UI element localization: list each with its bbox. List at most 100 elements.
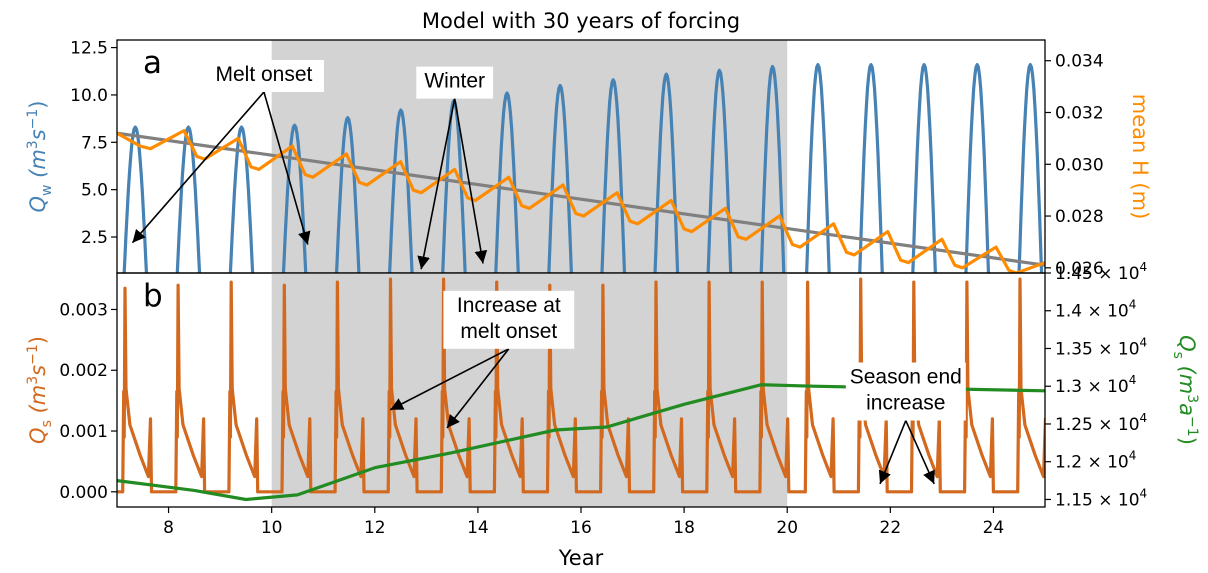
- y-left-tick-label: 0.003: [59, 300, 108, 320]
- y-right-tick-label: 1.4 × 104: [1055, 298, 1136, 322]
- tick-exponent: 4: [1140, 486, 1148, 500]
- annotation-arrow: [453, 98, 488, 264]
- y-left-tick-label: 12.5: [70, 39, 108, 59]
- y-right-tick-label: 0.028: [1055, 207, 1104, 227]
- label-part: −1: [25, 109, 41, 130]
- annotation-line: Melt onset: [215, 63, 312, 86]
- y-right-tick-label: 1.45 × 104: [1055, 260, 1147, 284]
- annotation-box: [203, 59, 324, 92]
- series-line-1: [117, 131, 1045, 267]
- y-right-axis-label-b: Qs (m3a−1): [1170, 335, 1200, 445]
- annotation-arrow: [389, 348, 510, 411]
- x-tick-label: 20: [776, 518, 798, 538]
- x-axis-label: Year: [558, 546, 604, 570]
- annotation-arrow: [905, 420, 935, 485]
- y-right-axis-label-a: mean H (m): [1128, 94, 1152, 220]
- annotation-text: Melt onset: [215, 63, 312, 86]
- label-part: Q: [1175, 335, 1199, 352]
- annotation-arrow: [878, 420, 907, 485]
- figure-layer: Model with 30 years of forcing 2.5 5.0 7.5 1…: [25, 9, 1200, 570]
- x-tick-label: 10: [261, 518, 283, 538]
- tick-mantissa: 1.15: [1055, 490, 1093, 510]
- annotation-arrow: [263, 91, 311, 245]
- label-part: s: [1170, 352, 1186, 359]
- label-part: −1: [25, 344, 41, 365]
- annotation-line: Season end: [850, 366, 962, 389]
- annotation-box: [845, 362, 966, 421]
- annotation-box: [416, 66, 494, 99]
- y-left-tick-label: 0.002: [59, 361, 108, 381]
- y-right-tick-label: 1.25 × 104: [1055, 411, 1147, 435]
- series-group: [117, 277, 1045, 502]
- annotation-text: Season end increase: [850, 366, 962, 415]
- label-part: 3: [25, 140, 41, 149]
- y-left-tick-label: 5.0: [81, 181, 108, 201]
- y-right-tick-label: 0.030: [1055, 155, 1104, 175]
- tick-times-ten: × 10: [1082, 302, 1129, 322]
- tick-times-ten: × 10: [1082, 377, 1129, 397]
- panel-label: a: [143, 45, 162, 81]
- x-tick-label: 8: [163, 518, 174, 538]
- label-part: −1: [1184, 416, 1200, 437]
- label-part: w: [39, 185, 55, 196]
- label-part: 3: [1184, 394, 1200, 403]
- label-part: ): [26, 336, 50, 344]
- panel-label: b: [143, 278, 163, 314]
- tick-mantissa: 1.3: [1055, 377, 1082, 397]
- label-part: a: [1175, 403, 1199, 416]
- x-tick-label: 24: [983, 518, 1005, 538]
- y-left-tick-label: 10.0: [70, 86, 108, 106]
- tick-times-ten: × 10: [1082, 453, 1129, 473]
- x-tick-label: 16: [570, 518, 592, 538]
- y-right-tick-label: 1.2 × 104: [1055, 449, 1136, 473]
- x-tick-label: 18: [673, 518, 695, 538]
- annotation-line: increase: [866, 392, 945, 415]
- annotation-arrow: [417, 98, 456, 270]
- tick-times-ten: × 10: [1093, 264, 1140, 284]
- tick-times-ten: × 10: [1093, 415, 1140, 435]
- x-tick-label: 14: [467, 518, 489, 538]
- label-part: 3: [25, 376, 41, 385]
- tick-exponent: 4: [1129, 449, 1137, 463]
- y-right-tick-label: 1.3 × 104: [1055, 373, 1136, 397]
- y-right-tick-label: 0.032: [1055, 103, 1104, 123]
- x-tick-label: 22: [880, 518, 902, 538]
- tick-exponent: 4: [1140, 260, 1148, 274]
- tick-exponent: 4: [1140, 411, 1148, 425]
- label-part: ): [1175, 437, 1199, 445]
- tick-mantissa: 1.45: [1055, 264, 1093, 284]
- y-left-axis-label-a: Qw (m3s−1): [25, 100, 55, 212]
- label-part: ): [26, 100, 50, 108]
- annotation-arrow: [131, 91, 265, 244]
- tick-mantissa: 1.25: [1055, 415, 1093, 435]
- tick-exponent: 4: [1129, 373, 1137, 387]
- tick-times-ten: × 10: [1093, 339, 1140, 359]
- series-line-2: [117, 129, 1045, 273]
- y-right-tick-label: 0.034: [1055, 52, 1104, 72]
- chart-title: Model with 30 years of forcing: [422, 9, 740, 33]
- series-group: [117, 62, 1045, 273]
- label-part: Q: [26, 196, 50, 213]
- tick-exponent: 4: [1140, 335, 1148, 349]
- annotation-box: [443, 290, 575, 349]
- tick-times-ten: × 10: [1093, 490, 1140, 510]
- y-right-tick-label: 1.15 × 104: [1055, 486, 1147, 510]
- label-part: s: [39, 420, 55, 427]
- tick-mantissa: 1.4: [1055, 302, 1082, 322]
- annotation-text: Winter: [424, 70, 485, 93]
- y-left-tick-label: 0.001: [59, 422, 108, 442]
- annotation-arrow: [446, 348, 510, 429]
- annotation-line: Winter: [424, 70, 485, 93]
- label-part: (m: [1175, 359, 1199, 394]
- annotation-line: Increase at: [457, 294, 561, 317]
- label-part: (m: [26, 385, 50, 420]
- label-part: (m: [26, 149, 50, 184]
- y-right-tick-label: 1.35 × 104: [1055, 335, 1147, 359]
- series-line-0: [117, 277, 1045, 494]
- label-part: Q: [26, 427, 50, 444]
- annotation-line: melt onset: [460, 320, 557, 343]
- y-left-axis-label-b: Qs (m3s−1): [25, 336, 55, 444]
- tick-exponent: 4: [1129, 298, 1137, 312]
